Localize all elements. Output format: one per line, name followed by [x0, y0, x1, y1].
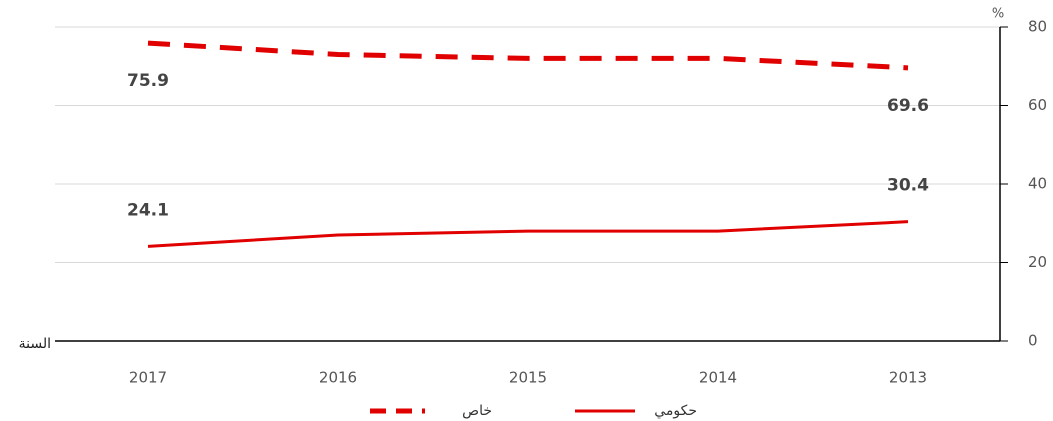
data-label: 75.9 [127, 71, 169, 91]
data-label: 69.6 [887, 96, 929, 116]
y-tick-label: 40 [1028, 175, 1047, 193]
y-tick-label: 20 [1028, 253, 1047, 271]
y-axis-label: % [992, 7, 1004, 22]
x-tick-label: 2015 [509, 369, 547, 387]
x-tick-label: 2017 [129, 369, 167, 387]
series-line [147, 220, 909, 248]
data-label: 24.1 [127, 200, 169, 220]
y-tick-label: 80 [1028, 18, 1047, 36]
series-line [147, 40, 909, 71]
x-tick-label: 2016 [319, 369, 357, 387]
y-tick-label: 60 [1028, 96, 1047, 114]
x-axis-label: السنة [19, 336, 51, 352]
y-tick-label: 0 [1028, 332, 1038, 350]
legend-label: خاص [462, 403, 492, 419]
x-tick-label: 2013 [889, 369, 927, 387]
legend-label: حكومي [654, 403, 697, 419]
data-label: 30.4 [887, 176, 929, 196]
x-tick-label: 2014 [699, 369, 737, 387]
